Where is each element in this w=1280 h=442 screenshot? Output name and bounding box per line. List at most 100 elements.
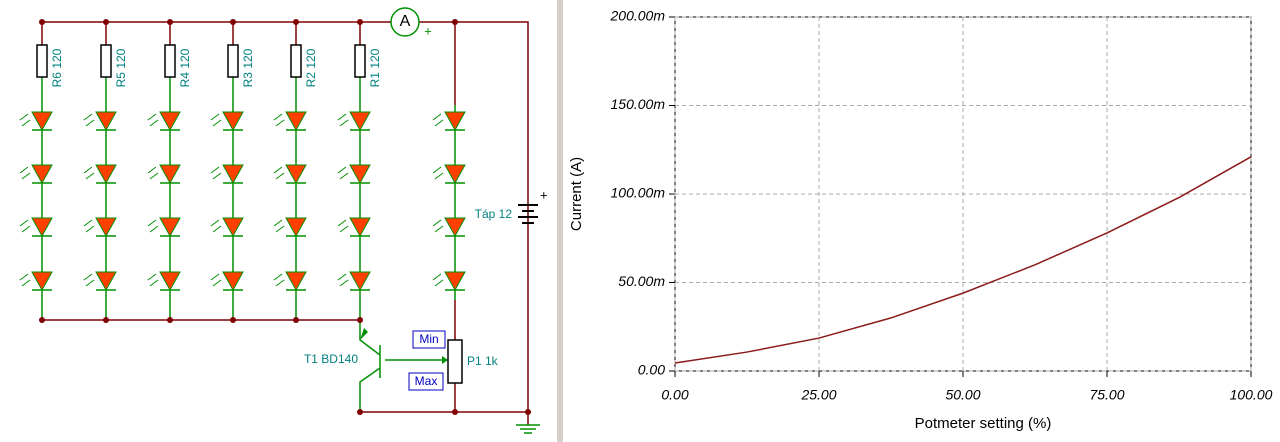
led	[95, 271, 117, 292]
led	[95, 111, 117, 132]
resistor-label: R6 120	[50, 48, 64, 87]
x-axis-title: Potmeter setting (%)	[915, 415, 1052, 432]
led-rays	[432, 113, 444, 127]
junction	[357, 409, 363, 415]
led-rays	[273, 166, 285, 180]
junction	[525, 409, 531, 415]
led	[349, 217, 371, 238]
transistor-label: T1 BD140	[304, 352, 358, 366]
resistor	[100, 44, 112, 78]
led	[31, 164, 53, 185]
junction	[39, 19, 45, 25]
led-rays	[83, 273, 95, 287]
ground	[516, 424, 540, 434]
led	[95, 164, 117, 185]
led	[444, 217, 466, 238]
potentiometer	[447, 339, 463, 384]
battery-plus: +	[540, 187, 548, 202]
resistor-label: R2 120	[304, 48, 318, 87]
y-tick-label: 0.00	[638, 362, 665, 378]
resistor	[354, 44, 366, 78]
x-tick-label: 25.00	[800, 387, 836, 403]
y-axis-title: Current (A)	[568, 157, 585, 231]
led-rays	[147, 219, 159, 233]
led	[159, 164, 181, 185]
resistor	[227, 44, 239, 78]
led	[95, 217, 117, 238]
junction	[103, 317, 109, 323]
led	[222, 164, 244, 185]
battery	[518, 204, 538, 224]
pot-label: P1 1k	[467, 354, 499, 368]
resistor-label: R5 120	[114, 48, 128, 87]
led-rays	[210, 113, 222, 127]
led-rays	[210, 273, 222, 287]
junction	[293, 317, 299, 323]
resistor	[290, 44, 302, 78]
led	[31, 111, 53, 132]
led	[159, 271, 181, 292]
led-rays	[210, 219, 222, 233]
led-rays	[147, 273, 159, 287]
battery-label: Táp 12	[475, 207, 513, 221]
led-rays	[432, 273, 444, 287]
y-tick-label: 50.00m	[618, 273, 665, 289]
schematic-panel	[0, 0, 557, 442]
led	[285, 271, 307, 292]
led	[444, 164, 466, 185]
junction	[293, 19, 299, 25]
pot-min: Min	[419, 332, 438, 346]
led-rays	[147, 113, 159, 127]
resistor-label: R1 120	[368, 48, 382, 87]
resistor-label: R4 120	[178, 48, 192, 87]
led-rays	[210, 166, 222, 180]
led-rays	[432, 219, 444, 233]
led	[444, 271, 466, 292]
resistor	[164, 44, 176, 78]
led	[444, 111, 466, 132]
led	[31, 217, 53, 238]
led	[222, 217, 244, 238]
junction	[39, 317, 45, 323]
led	[31, 271, 53, 292]
led-rays	[147, 166, 159, 180]
junction	[103, 19, 109, 25]
led-rays	[273, 273, 285, 287]
y-tick-label: 100.00m	[611, 185, 666, 201]
led-rays	[337, 113, 349, 127]
led-rays	[273, 219, 285, 233]
resistor	[36, 44, 48, 78]
junction	[167, 19, 173, 25]
led-rays	[19, 273, 31, 287]
y-tick-label: 150.00m	[611, 96, 666, 112]
max-box	[408, 372, 444, 391]
led-rays	[337, 166, 349, 180]
resistor-label: R3 120	[241, 48, 255, 87]
pot-max: Max	[415, 374, 438, 388]
x-tick-label: 100.00	[1230, 387, 1273, 403]
led	[285, 217, 307, 238]
led-rays	[19, 113, 31, 127]
led	[159, 217, 181, 238]
led-rays	[337, 219, 349, 233]
y-tick-label: 200.00m	[610, 8, 666, 24]
led-rays	[83, 166, 95, 180]
led-rays	[273, 113, 285, 127]
junction	[357, 317, 363, 323]
led	[349, 111, 371, 132]
junction	[452, 409, 458, 415]
ammeter-plus: +	[424, 23, 432, 38]
ammeter-symbol: A	[400, 13, 411, 30]
led	[349, 271, 371, 292]
divider	[557, 0, 563, 442]
led	[285, 111, 307, 132]
led-rays	[19, 219, 31, 233]
x-tick-label: 50.00	[945, 387, 980, 403]
led	[159, 111, 181, 132]
led-rays	[432, 166, 444, 180]
led-rays	[19, 166, 31, 180]
schematic: A + + Táp 12 T1 BD140 P1 1k Min Max R6 1…	[19, 7, 548, 434]
min-box	[412, 330, 446, 349]
x-tick-label: 75.00	[1089, 387, 1124, 403]
